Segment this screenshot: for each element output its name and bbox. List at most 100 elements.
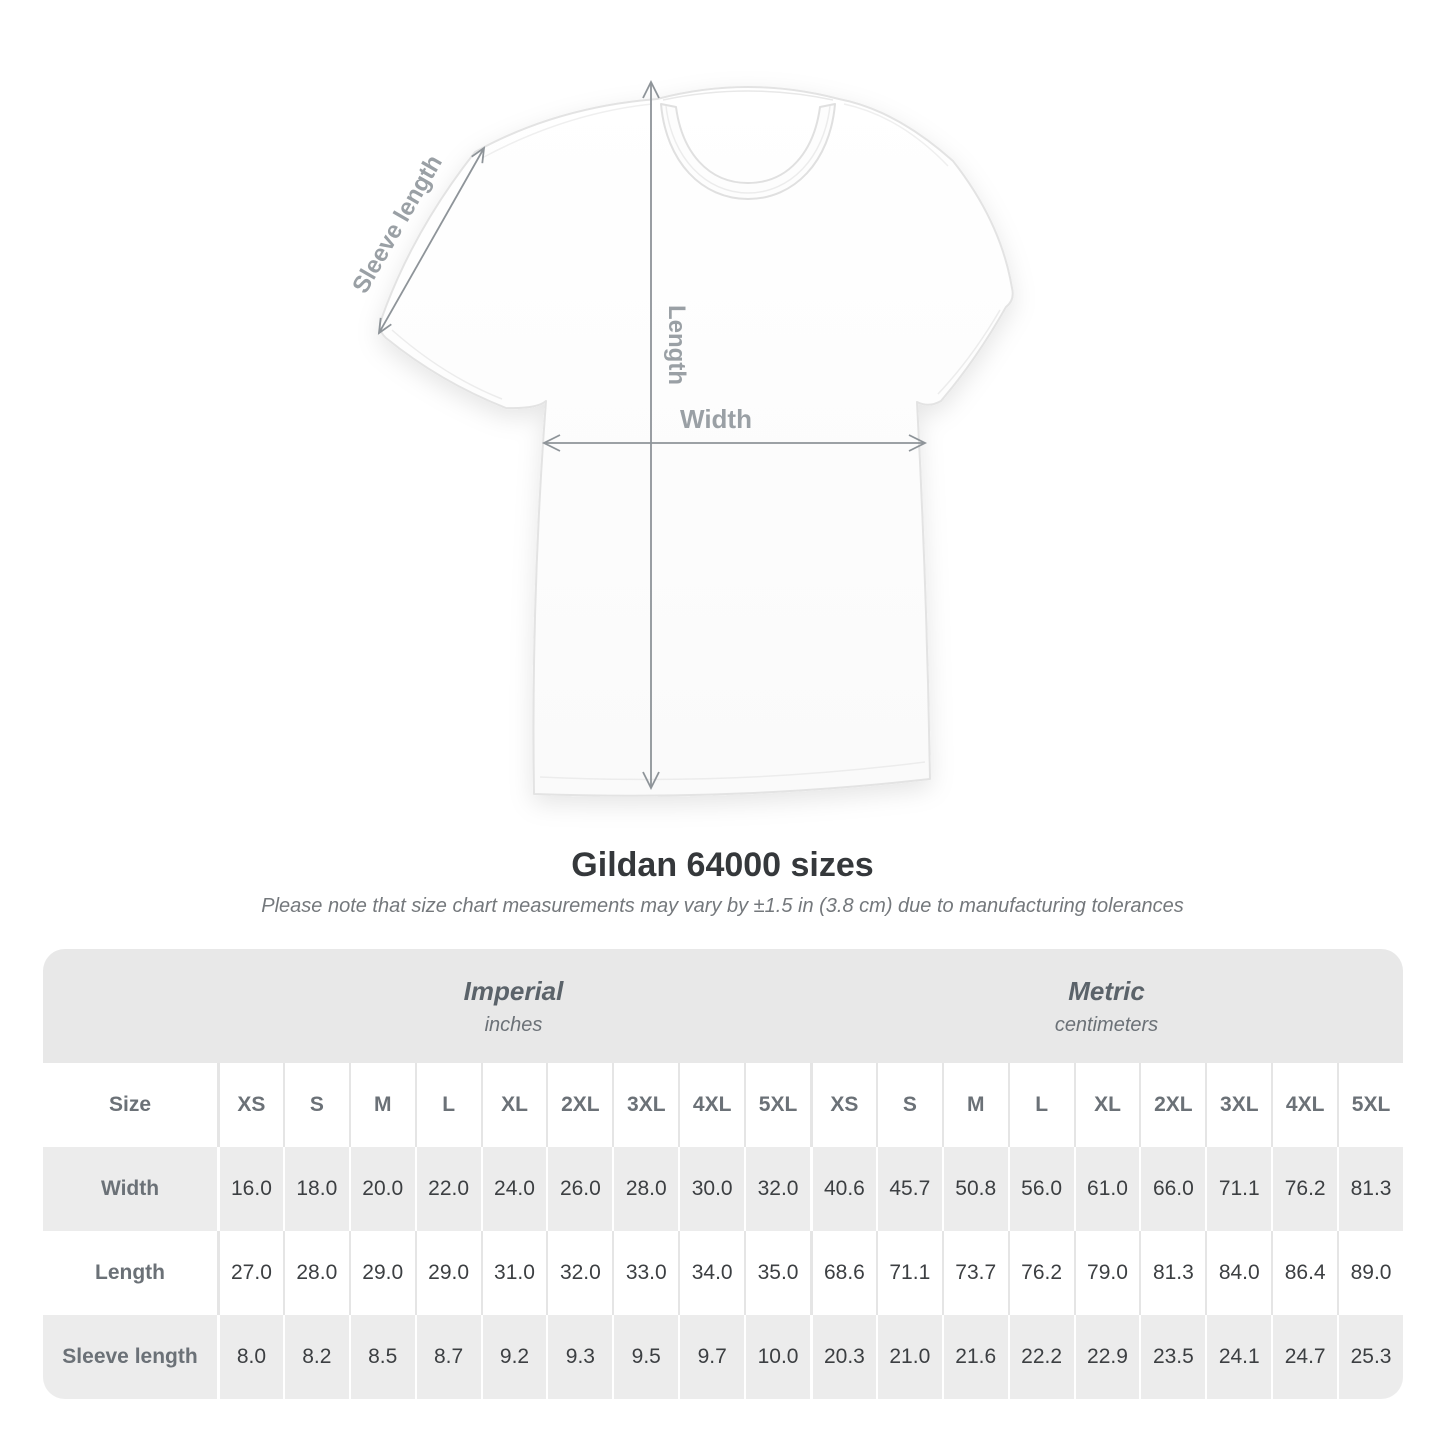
width-cm-xs: 40.6 [809,1147,876,1231]
length-cm-5xl: 89.0 [1337,1231,1403,1315]
width-in-xl: 24.0 [480,1147,547,1231]
row-label-width: Width [100,1177,160,1200]
sleeve-in-xs: 8.0 [217,1315,283,1399]
sleeve-cm-xs: 20.3 [809,1315,876,1399]
size-table: Imperial inches Metric centimeters Size … [43,949,1403,1399]
width-cm-l: 56.0 [1007,1147,1074,1231]
length-in-3xl: 33.0 [612,1231,678,1315]
sleeve-cm-2xl: 23.5 [1139,1315,1205,1399]
width-in-xs: 16.0 [217,1147,283,1231]
length-in-m: 29.0 [348,1231,415,1315]
sleeve-in-2xl: 9.3 [546,1315,612,1399]
tshirt-diagram-svg: Sleeve length Length Width [347,79,1014,797]
tshirt-measurement-diagram: Sleeve length Length Width [347,79,1014,797]
size-2xl-metric: 2XL [1139,1063,1205,1147]
sleeve-cm-l: 22.2 [1007,1315,1074,1399]
width-cm-xl: 61.0 [1073,1147,1140,1231]
sleeve-cm-4xl: 24.7 [1271,1315,1337,1399]
width-in-2xl: 26.0 [546,1147,612,1231]
size-m-metric: M [941,1063,1008,1147]
sleeve-cm-xl: 22.9 [1073,1315,1140,1399]
width-in-3xl: 28.0 [612,1147,678,1231]
width-cm-s: 45.7 [875,1147,942,1231]
size-2xl-imperial: 2XL [546,1063,612,1147]
row-label-sleeve-length: Sleeve length [62,1345,198,1368]
size-xl-metric: XL [1073,1063,1140,1147]
width-cm-m: 50.8 [941,1147,1008,1231]
length-cm-m: 73.7 [941,1231,1008,1315]
group-header-metric: Metric centimeters [810,949,1403,1063]
size-xl-imperial: XL [480,1063,547,1147]
band-spacer [43,949,217,1063]
sleeve-cm-5xl: 25.3 [1337,1315,1403,1399]
size-m-imperial: M [348,1063,415,1147]
width-label: Width [680,404,752,434]
width-cm-3xl: 71.1 [1205,1147,1271,1231]
length-cm-s: 71.1 [875,1231,942,1315]
width-arrow [541,434,928,452]
length-in-5xl: 35.0 [744,1231,810,1315]
size-4xl-imperial: 4XL [678,1063,744,1147]
width-in-5xl: 32.0 [744,1147,810,1231]
size-5xl-metric: 5XL [1337,1063,1403,1147]
sleeve-in-s: 8.2 [282,1315,349,1399]
sleeve-in-3xl: 9.5 [612,1315,678,1399]
size-4xl-metric: 4XL [1271,1063,1337,1147]
length-in-xl: 31.0 [480,1231,547,1315]
imperial-label: Imperial [463,975,564,1006]
length-in-l: 29.0 [414,1231,481,1315]
sleeve-in-4xl: 9.7 [678,1315,744,1399]
width-cm-5xl: 81.3 [1337,1147,1403,1231]
size-3xl-metric: 3XL [1205,1063,1271,1147]
tshirt-image [378,86,1014,797]
size-l-imperial: L [414,1063,481,1147]
sleeve-cm-m: 21.6 [941,1315,1008,1399]
size-header-row: Size XS S M L XL 2XL 3XL 4XL 5XL XS S M … [43,1063,1403,1147]
length-arrow [642,79,660,791]
sleeve-length-arrow [377,146,486,335]
table-row-sleeve-length: Sleeve length 8.0 8.2 8.5 8.7 9.2 9.3 9.… [43,1315,1403,1399]
length-cm-2xl: 81.3 [1139,1231,1205,1315]
length-in-4xl: 34.0 [678,1231,744,1315]
table-row-length: Length 27.0 28.0 29.0 29.0 31.0 32.0 33.… [43,1231,1403,1315]
size-column-header: Size [108,1093,152,1116]
size-s-imperial: S [282,1063,349,1147]
length-cm-l: 76.2 [1007,1231,1074,1315]
length-cm-4xl: 86.4 [1271,1231,1337,1315]
width-in-s: 18.0 [282,1147,349,1231]
width-in-m: 20.0 [348,1147,415,1231]
size-s-metric: S [875,1063,942,1147]
size-3xl-imperial: 3XL [612,1063,678,1147]
group-header-imperial: Imperial inches [217,949,810,1063]
size-l-metric: L [1007,1063,1074,1147]
imperial-unit: inches [484,1013,543,1036]
size-5xl-imperial: 5XL [744,1063,810,1147]
length-label: Length [663,305,690,385]
metric-unit: centimeters [1054,1013,1159,1036]
width-cm-2xl: 66.0 [1139,1147,1205,1231]
table-row-width: Width 16.0 18.0 20.0 22.0 24.0 26.0 28.0… [43,1147,1403,1231]
sleeve-cm-s: 21.0 [875,1315,942,1399]
unit-group-band: Imperial inches Metric centimeters [43,949,1403,1063]
page-subtitle: Please note that size chart measurements… [261,895,1184,917]
width-in-4xl: 30.0 [678,1147,744,1231]
length-in-xs: 27.0 [217,1231,283,1315]
page-title: Gildan 64000 sizes [571,846,874,884]
sleeve-in-xl: 9.2 [480,1315,547,1399]
sleeve-in-5xl: 10.0 [744,1315,810,1399]
sleeve-cm-3xl: 24.1 [1205,1315,1271,1399]
length-cm-3xl: 84.0 [1205,1231,1271,1315]
width-cm-4xl: 76.2 [1271,1147,1337,1231]
length-cm-xs: 68.6 [809,1231,876,1315]
size-xs-imperial: XS [217,1063,283,1147]
collar [660,103,836,200]
sleeve-in-l: 8.7 [414,1315,481,1399]
row-label-length: Length [95,1261,165,1284]
metric-label: Metric [1068,975,1145,1006]
size-xs-metric: XS [809,1063,876,1147]
length-in-2xl: 32.0 [546,1231,612,1315]
sleeve-in-m: 8.5 [348,1315,415,1399]
length-in-s: 28.0 [282,1231,349,1315]
width-in-l: 22.0 [414,1147,481,1231]
length-cm-xl: 79.0 [1073,1231,1140,1315]
